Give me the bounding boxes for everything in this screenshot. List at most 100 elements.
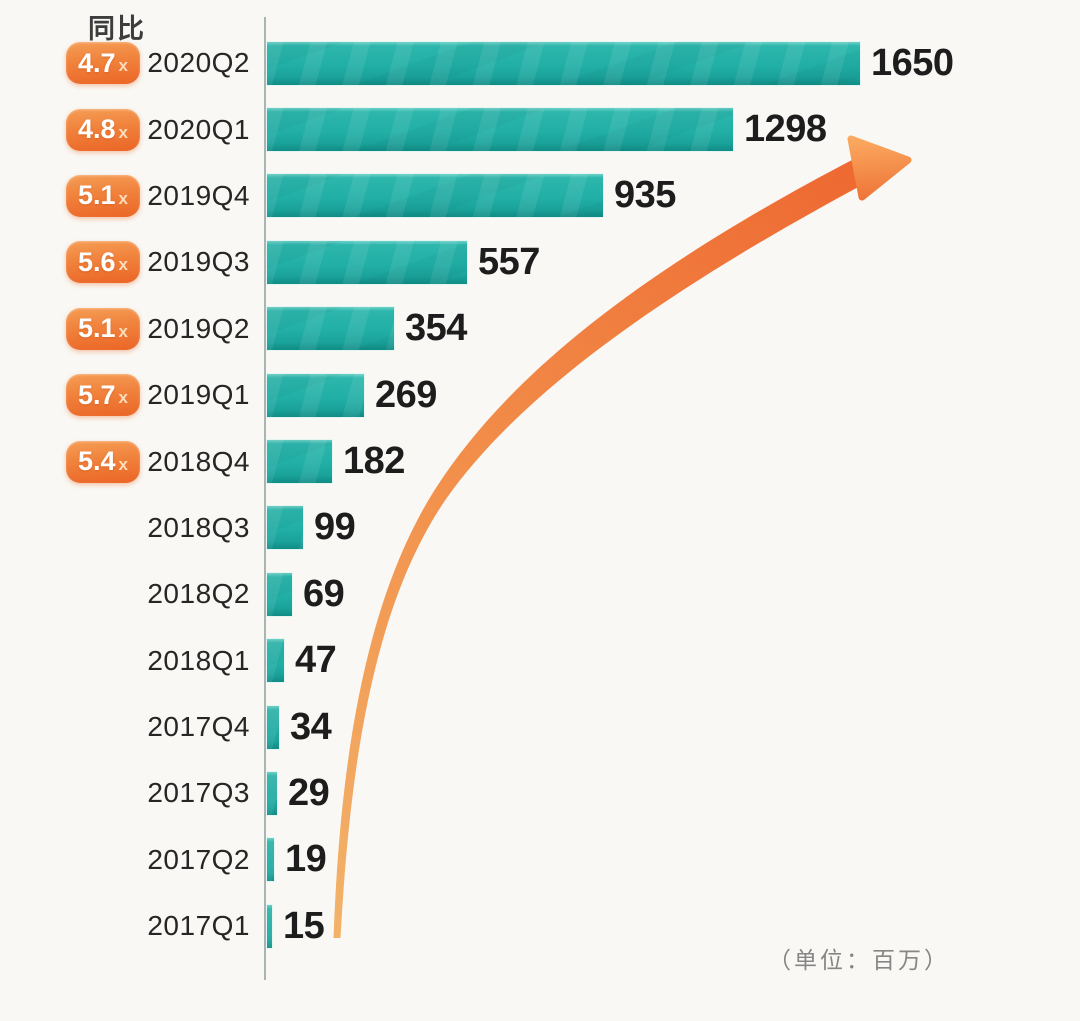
category-label: 2017Q1 (147, 910, 250, 942)
yoy-badge: 4.8 x (66, 108, 140, 151)
chart-row: 2017Q2 19 (0, 827, 1080, 893)
category-label: 2017Q2 (147, 843, 250, 875)
yoy-badge-slot (66, 640, 140, 682)
bar (267, 373, 364, 417)
category-label: 2018Q3 (147, 511, 250, 543)
yoy-badge-slot: 5.6 x (66, 241, 140, 284)
value-label: 269 (375, 373, 437, 416)
yoy-badge-slot: 4.7 x (66, 42, 140, 85)
category-label: 2019Q1 (147, 379, 250, 411)
yoy-badge-slot (66, 573, 140, 615)
bar (267, 240, 467, 284)
yoy-badge-slot: 5.7 x (66, 374, 140, 417)
category-label: 2019Q4 (147, 179, 250, 211)
bar-area: 34 (264, 705, 1080, 749)
bar-area: 19 (264, 838, 1080, 882)
value-label: 935 (614, 174, 676, 217)
chart-row: 5.6 x 2019Q3 557 (0, 229, 1080, 295)
yoy-badge-slot (66, 839, 140, 881)
yoy-badge-slot: 4.8 x (66, 108, 140, 151)
yoy-multiplier-value: 5.6 (77, 246, 116, 277)
yoy-multiplier-value: 5.1 (77, 180, 116, 211)
yoy-badge: 5.1 x (66, 307, 140, 350)
yoy-multiplier-suffix: x (118, 122, 128, 142)
yoy-badge: 5.1 x (66, 174, 140, 217)
chart-row: 2018Q1 47 (0, 628, 1080, 694)
yoy-multiplier-suffix: x (118, 321, 128, 341)
value-label: 182 (343, 440, 405, 483)
bar (267, 440, 332, 484)
category-label: 2020Q2 (147, 47, 250, 79)
yoy-badge-slot (66, 706, 140, 748)
yoy-multiplier-value: 5.1 (77, 313, 116, 344)
bar (267, 838, 274, 882)
category-label: 2018Q4 (147, 445, 250, 477)
chart-row: 2017Q1 15 (0, 893, 1080, 959)
bar (267, 639, 284, 683)
category-label: 2018Q2 (147, 578, 250, 610)
bar (267, 572, 292, 616)
category-label: 2017Q3 (147, 777, 250, 809)
bar (267, 904, 272, 948)
yoy-badge-slot (66, 507, 140, 549)
category-label: 2020Q1 (147, 113, 250, 145)
yoy-multiplier-suffix: x (118, 188, 128, 208)
bar (267, 506, 303, 550)
bar (267, 108, 733, 152)
bar-area: 935 (264, 174, 1080, 218)
yoy-multiplier-value: 5.7 (77, 379, 116, 410)
chart-rows: 4.7 x 2020Q2 1650 4.8 x 2020Q1 1298 (0, 30, 1080, 959)
yoy-badge: 5.4 x (66, 440, 140, 483)
bar (267, 41, 860, 85)
bar-area: 269 (264, 373, 1080, 417)
y-axis-line (264, 17, 266, 980)
bar (267, 771, 277, 815)
yoy-multiplier-value: 4.7 (77, 47, 116, 78)
value-label: 47 (295, 639, 337, 682)
value-label: 557 (478, 240, 540, 283)
bar-area: 47 (264, 639, 1080, 683)
value-label: 34 (290, 705, 332, 748)
yoy-badge-slot (66, 772, 140, 814)
chart-row: 5.4 x 2018Q4 182 (0, 428, 1080, 494)
chart-row: 2018Q3 99 (0, 495, 1080, 561)
category-label: 2018Q1 (147, 644, 250, 676)
unit-note: （单位：百万） (768, 947, 950, 973)
chart-row: 2018Q2 69 (0, 561, 1080, 627)
value-label: 1298 (744, 108, 827, 151)
bar-area: 29 (264, 771, 1080, 815)
yoy-multiplier-value: 5.4 (77, 446, 116, 477)
bar-area: 182 (264, 440, 1080, 484)
yoy-multiplier-suffix: x (118, 255, 128, 275)
value-label: 1650 (871, 41, 954, 84)
chart-row: 5.1 x 2019Q4 935 (0, 163, 1080, 229)
yoy-badge-slot: 5.1 x (66, 174, 140, 217)
value-label: 69 (303, 572, 345, 615)
bar (267, 174, 603, 218)
yoy-badge-slot: 5.1 x (66, 307, 140, 350)
chart-row: 5.7 x 2019Q1 269 (0, 362, 1080, 428)
bar-area: 1298 (264, 108, 1080, 152)
category-label: 2017Q4 (147, 711, 250, 743)
bar-area: 15 (264, 904, 1080, 948)
value-label: 354 (405, 307, 467, 350)
yoy-multiplier-value: 4.8 (77, 114, 116, 145)
yoy-multiplier-suffix: x (118, 388, 128, 408)
chart-row: 4.8 x 2020Q1 1298 (0, 96, 1080, 162)
chart-row: 5.1 x 2019Q2 354 (0, 296, 1080, 362)
bar-area: 69 (264, 572, 1080, 616)
value-label: 19 (285, 838, 327, 881)
chart-row: 2017Q4 34 (0, 694, 1080, 760)
value-label: 29 (288, 771, 330, 814)
yoy-badge: 5.7 x (66, 374, 140, 417)
bar-area: 99 (264, 506, 1080, 550)
yoy-badge-slot (66, 905, 140, 947)
value-label: 15 (283, 904, 325, 947)
chart-row: 2017Q3 29 (0, 760, 1080, 826)
yoy-badge: 5.6 x (66, 241, 140, 284)
value-label: 99 (314, 506, 356, 549)
yoy-multiplier-suffix: x (118, 454, 128, 474)
category-label: 2019Q2 (147, 312, 250, 344)
yoy-badge-slot: 5.4 x (66, 440, 140, 483)
